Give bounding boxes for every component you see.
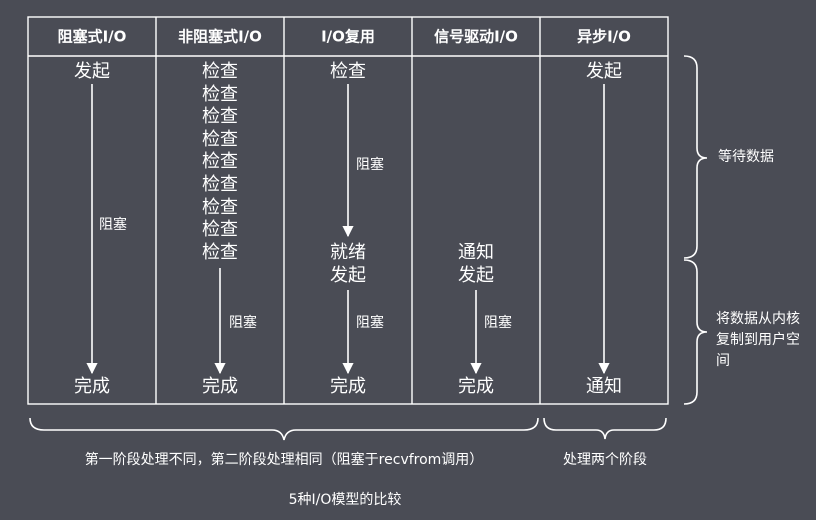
step-initiate: 发起 <box>330 265 366 286</box>
step-check: 检查 <box>202 151 238 172</box>
table-border <box>27 16 669 405</box>
step-complete: 完成 <box>202 376 238 397</box>
step-initiate: 发起 <box>458 265 494 286</box>
wait-phase-brace <box>683 55 708 259</box>
wait-for-data-label: 等待数据 <box>718 149 774 165</box>
step-check: 检查 <box>330 61 366 82</box>
step-ready: 就绪 <box>330 242 366 263</box>
step-notify: 通知 <box>458 242 494 263</box>
step-complete: 完成 <box>74 376 110 397</box>
copy-to-user-label: 将数据从内核复制到用户空间 <box>716 311 800 369</box>
step-complete: 完成 <box>330 376 366 397</box>
block-label: 阻塞 <box>356 315 384 331</box>
step-check: 检查 <box>202 197 238 218</box>
header-async-io: 异步I/O <box>577 27 631 46</box>
copy-phase-brace <box>683 259 708 405</box>
header-io-multiplexing: I/O复用 <box>321 27 375 46</box>
step-initiate: 发起 <box>586 61 622 82</box>
step-check: 检查 <box>202 242 238 263</box>
header-nonblocking-io: 非阻塞式I/O <box>178 27 262 46</box>
block-label: 阻塞 <box>229 315 257 331</box>
header-blocking-io: 阻塞式I/O <box>57 27 127 46</box>
phase-one-note: 第一阶段处理不同，第二阶段处理相同（阻塞于recvfrom调用） <box>84 452 484 468</box>
step-complete: 完成 <box>458 376 494 397</box>
step-check: 检查 <box>202 129 238 150</box>
step-check: 检查 <box>202 219 238 240</box>
step-check: 检查 <box>202 61 238 82</box>
block-label: 阻塞 <box>484 315 512 331</box>
diagram-caption: 5种I/O模型的比较 <box>288 492 402 508</box>
step-notify: 通知 <box>586 376 622 397</box>
phase-two-note: 处理两个阶段 <box>563 452 647 468</box>
step-check: 检查 <box>202 106 238 127</box>
block-label: 阻塞 <box>356 157 384 173</box>
block-label: 阻塞 <box>99 217 127 233</box>
step-check: 检查 <box>202 84 238 105</box>
step-check: 检查 <box>202 174 238 195</box>
header-signal-driven-io: 信号驱动I/O <box>434 27 518 46</box>
phase-one-brace <box>29 417 539 441</box>
step-initiate: 发起 <box>74 61 110 82</box>
phase-two-brace <box>543 417 667 440</box>
